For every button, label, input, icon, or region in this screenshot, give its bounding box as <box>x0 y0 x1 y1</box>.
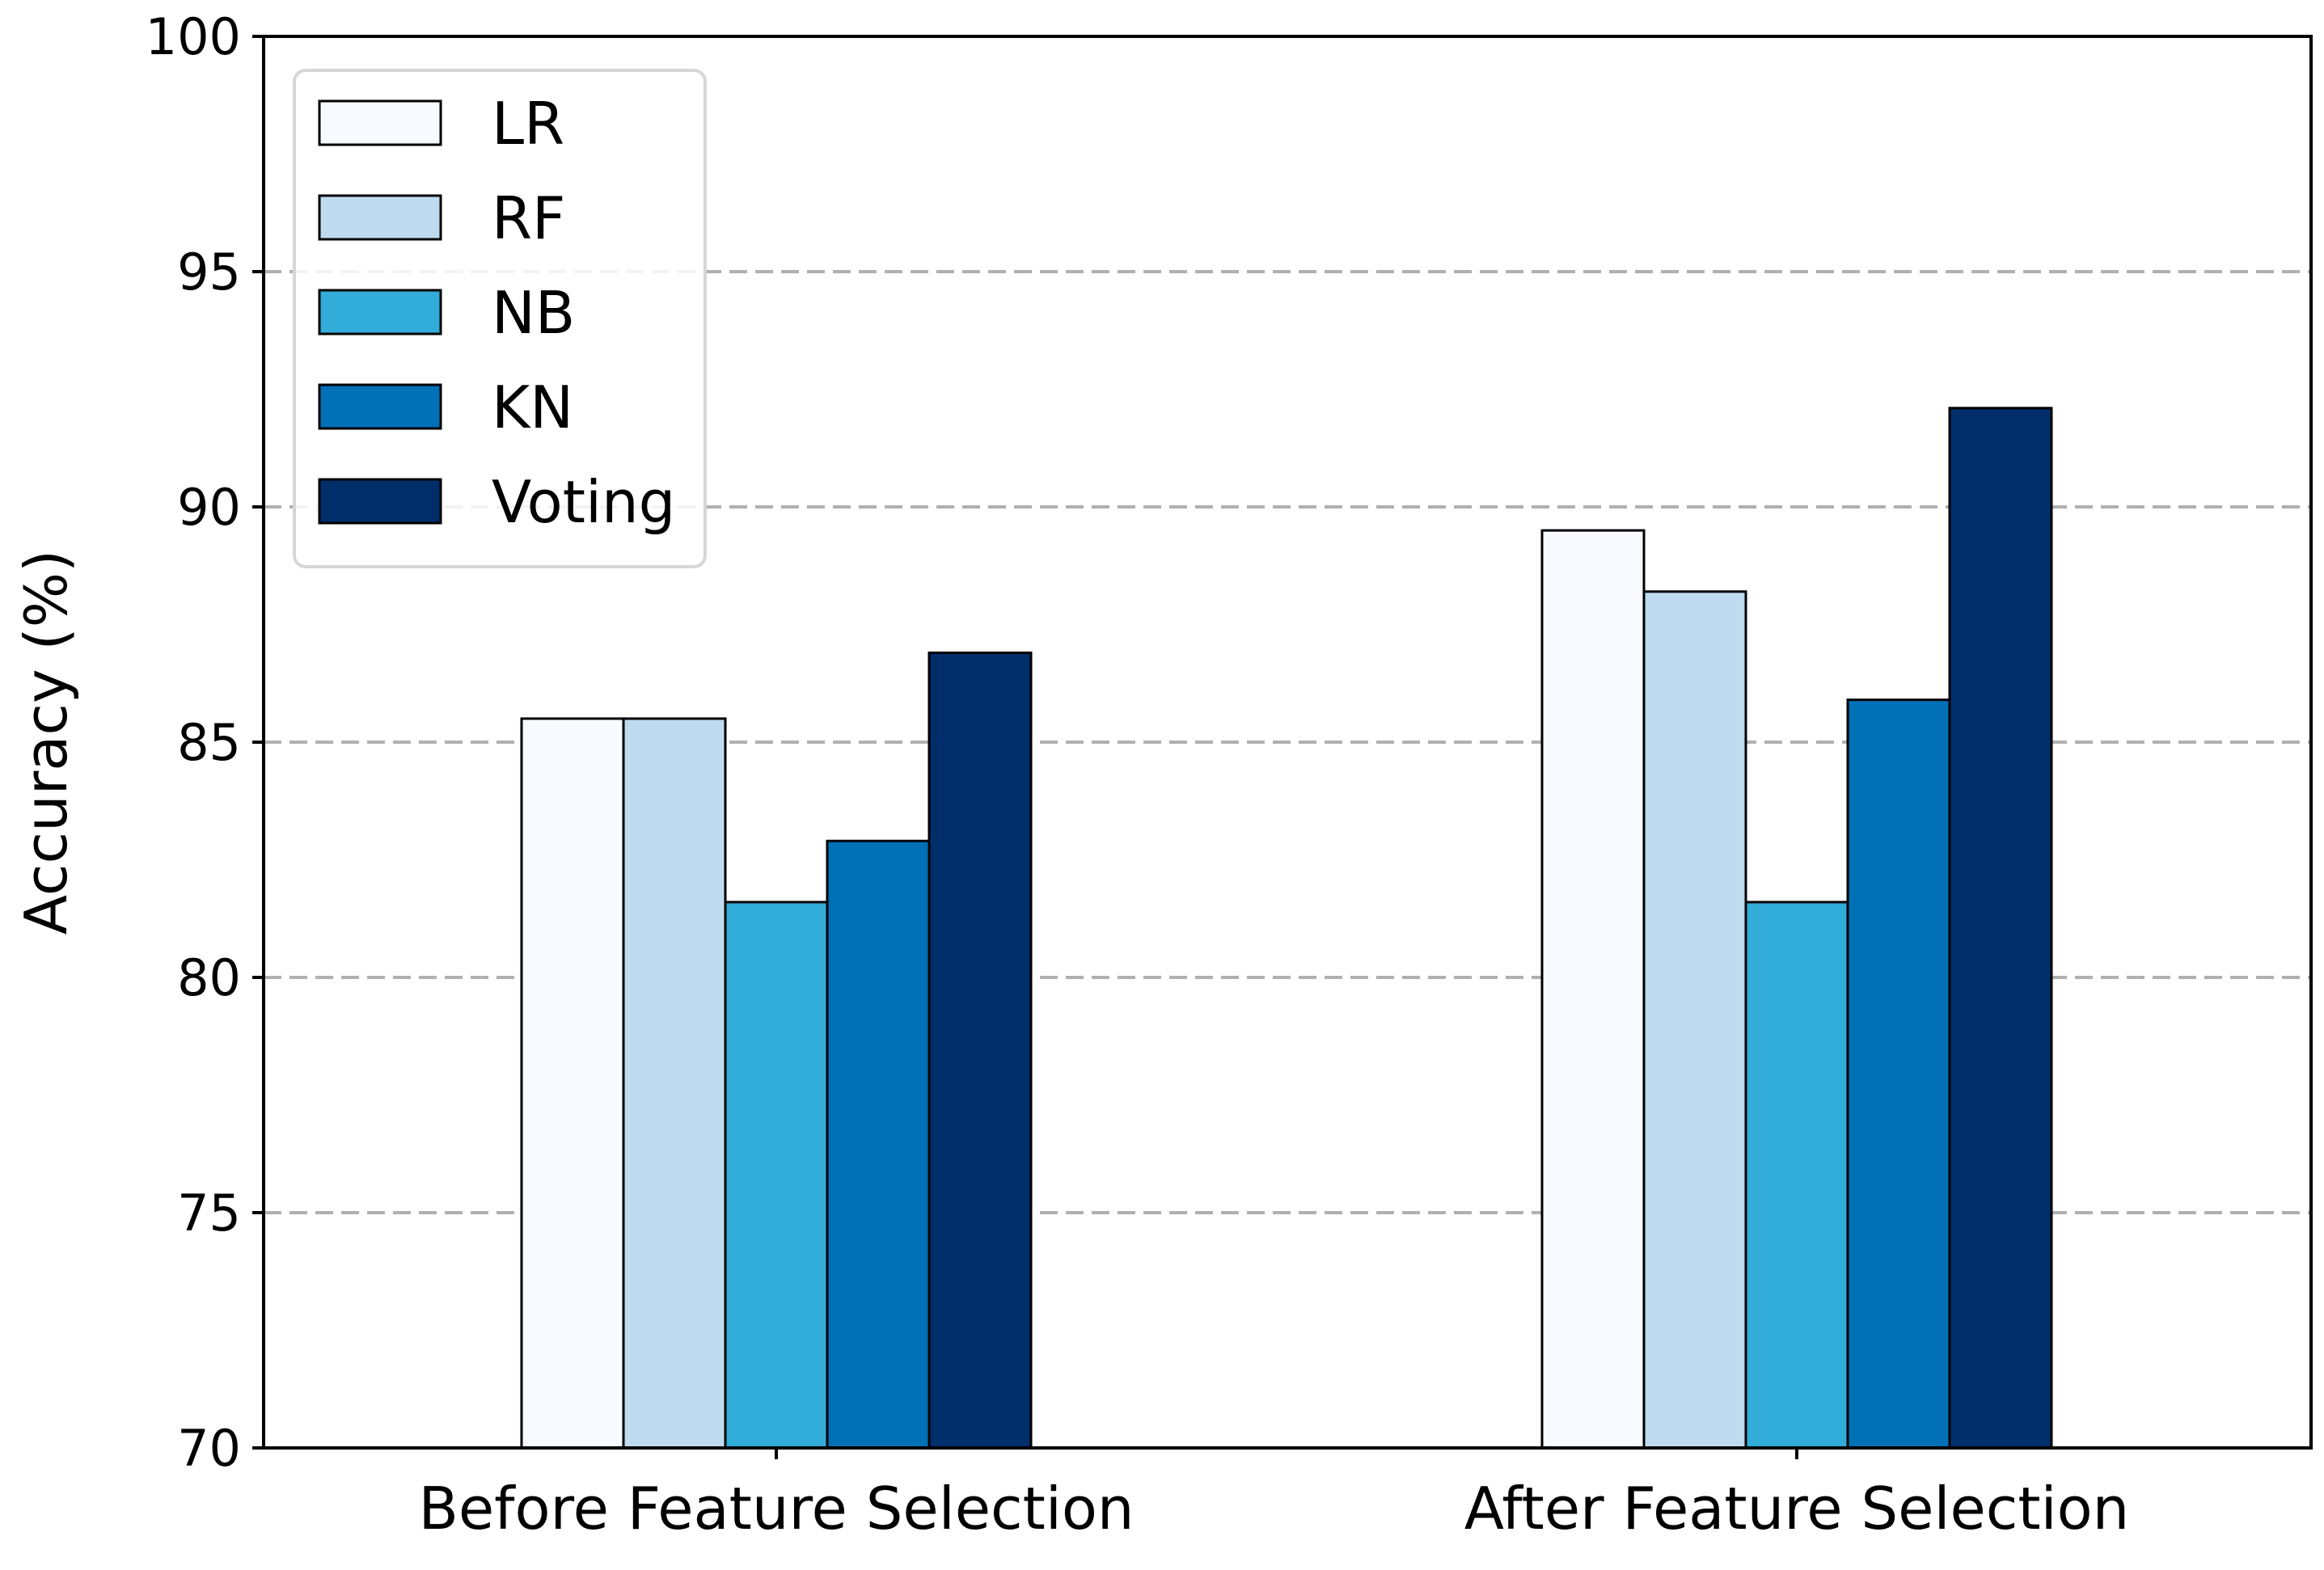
bar-kn-after <box>1846 698 1951 1450</box>
bar-rf-after <box>1642 590 1747 1450</box>
bar-lr-before <box>520 717 625 1450</box>
legend-label-voting: Voting <box>492 468 675 536</box>
legend-swatch-kn <box>318 383 442 430</box>
legend: LR RF NB KN Voting <box>293 69 707 568</box>
y-tick-label: 70 <box>177 1419 241 1478</box>
y-tick-label: 100 <box>146 7 241 66</box>
bar-rf-before <box>622 717 727 1450</box>
y-tick-label: 90 <box>177 478 241 537</box>
axes: 70 75 80 85 90 95 100 Before Feature Selection A… <box>12 7 2313 1543</box>
y-axis-title: Accuracy (%) <box>12 550 80 935</box>
bar-nb-before <box>724 901 829 1450</box>
bars <box>520 407 2053 1450</box>
bar-kn-before <box>826 839 931 1450</box>
bar-voting-after <box>1948 407 2053 1450</box>
x-category-label: After Feature Selection <box>1464 1475 2130 1543</box>
legend-label-nb: NB <box>492 279 575 347</box>
bar-nb-after <box>1744 901 1849 1450</box>
legend-label-rf: RF <box>492 184 565 252</box>
plot-frame <box>262 35 2313 1450</box>
legend-swatch-voting <box>318 478 442 525</box>
y-tick-label: 85 <box>177 713 241 772</box>
bar-lr-after <box>1540 529 1646 1450</box>
legend-swatch-nb <box>318 289 442 336</box>
bar-voting-before <box>927 651 1033 1450</box>
y-tick-label: 80 <box>177 948 241 1007</box>
y-tick-label: 95 <box>177 243 241 302</box>
legend-label-lr: LR <box>492 90 564 158</box>
legend-swatch-rf <box>318 194 442 241</box>
legend-label-kn: KN <box>492 374 573 441</box>
x-category-label: Before Feature Selection <box>418 1475 1134 1543</box>
y-tick-label: 75 <box>177 1184 241 1243</box>
legend-swatch-lr <box>318 99 442 146</box>
